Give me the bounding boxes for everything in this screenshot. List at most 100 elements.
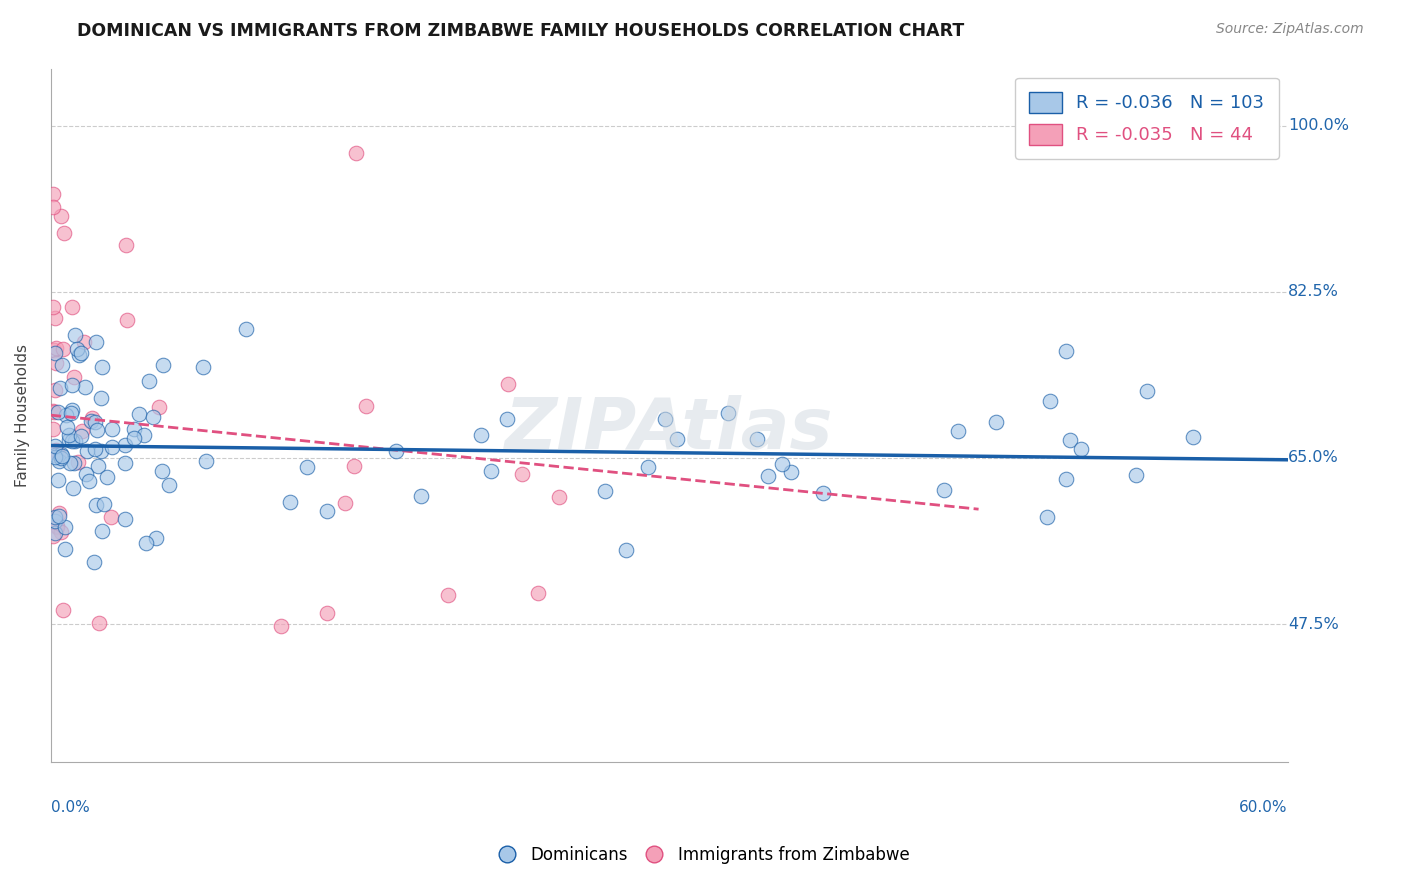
Point	[470, 428, 492, 442]
Point	[811, 486, 834, 500]
Point	[52, 342, 75, 356]
Point	[44, 509, 66, 524]
Point	[44, 383, 66, 397]
Point	[142, 410, 165, 425]
Point	[315, 606, 337, 620]
Point	[1039, 393, 1062, 408]
Point	[42, 186, 65, 201]
Point	[51, 358, 73, 372]
Point	[717, 406, 740, 420]
Point	[65, 328, 87, 343]
Point	[84, 442, 107, 456]
Text: Source: ZipAtlas.com: Source: ZipAtlas.com	[1216, 22, 1364, 37]
Point	[157, 478, 180, 492]
Point	[101, 422, 124, 436]
Point	[42, 200, 65, 214]
Point	[354, 399, 377, 413]
Point	[45, 355, 67, 369]
Point	[53, 541, 76, 556]
Point	[56, 420, 79, 434]
Point	[49, 209, 72, 223]
Point	[333, 496, 356, 510]
Point	[152, 359, 174, 373]
Point	[96, 470, 118, 484]
Point	[77, 474, 100, 488]
Point	[1054, 343, 1077, 358]
Point	[1054, 472, 1077, 486]
Text: 60.0%: 60.0%	[1239, 800, 1288, 815]
Point	[51, 525, 73, 540]
Point	[51, 447, 73, 461]
Point	[60, 378, 83, 392]
Point	[527, 586, 550, 600]
Point	[343, 458, 366, 473]
Point	[59, 406, 82, 420]
Legend: R = -0.036   N = 103, R = -0.035   N = 44: R = -0.036 N = 103, R = -0.035 N = 44	[1015, 78, 1279, 159]
Point	[44, 345, 66, 359]
Point	[44, 310, 66, 325]
Point	[948, 424, 970, 438]
Point	[90, 524, 112, 539]
Point	[83, 415, 105, 429]
Text: 0.0%: 0.0%	[51, 800, 90, 815]
Point	[654, 412, 676, 426]
Point	[48, 506, 70, 520]
Point	[114, 512, 136, 526]
Point	[984, 415, 1007, 429]
Point	[42, 403, 65, 417]
Point	[51, 449, 73, 463]
Point	[45, 341, 67, 355]
Point	[58, 427, 80, 442]
Point	[63, 434, 86, 449]
Point	[48, 508, 70, 523]
Point	[90, 391, 112, 405]
Point	[770, 457, 793, 471]
Text: 100.0%: 100.0%	[1288, 118, 1348, 133]
Point	[42, 343, 65, 357]
Point	[138, 374, 160, 388]
Point	[49, 381, 72, 395]
Point	[73, 380, 96, 394]
Point	[62, 456, 84, 470]
Point	[132, 428, 155, 442]
Point	[548, 490, 571, 504]
Point	[1136, 384, 1159, 399]
Point	[191, 359, 214, 374]
Point	[411, 489, 433, 503]
Point	[297, 460, 319, 475]
Point	[145, 531, 167, 545]
Point	[114, 438, 136, 452]
Point	[100, 510, 122, 524]
Point	[278, 495, 301, 509]
Point	[84, 335, 107, 350]
Point	[60, 300, 83, 314]
Point	[1125, 467, 1147, 482]
Point	[66, 455, 89, 469]
Point	[593, 484, 616, 499]
Point	[115, 238, 138, 252]
Point	[479, 464, 502, 478]
Point	[637, 460, 659, 475]
Point	[46, 473, 69, 487]
Point	[665, 432, 688, 446]
Point	[70, 425, 93, 439]
Point	[758, 469, 780, 483]
Point	[45, 519, 67, 533]
Text: ZIPAtlas: ZIPAtlas	[505, 394, 834, 464]
Text: 47.5%: 47.5%	[1288, 616, 1339, 632]
Point	[83, 554, 105, 568]
Point	[48, 454, 70, 468]
Point	[79, 414, 101, 428]
Point	[52, 603, 75, 617]
Point	[84, 498, 107, 512]
Point	[385, 444, 408, 458]
Point	[1059, 434, 1081, 448]
Point	[91, 360, 114, 375]
Point	[44, 448, 66, 462]
Point	[44, 439, 66, 453]
Point	[128, 407, 150, 421]
Point	[316, 504, 339, 518]
Point	[44, 450, 66, 464]
Point	[1070, 442, 1092, 456]
Point	[42, 528, 65, 542]
